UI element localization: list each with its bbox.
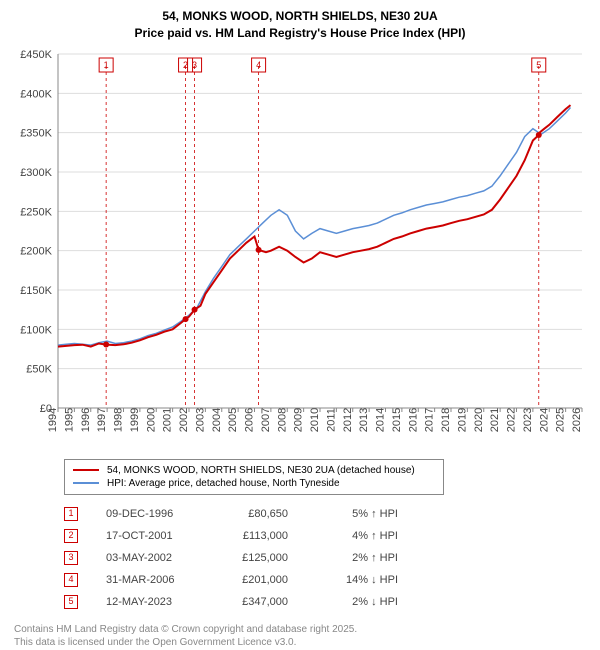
sales-price: £347,000 <box>226 596 288 608</box>
sales-pct: 2% ↑ HPI <box>316 552 398 564</box>
svg-text:2009: 2009 <box>293 407 305 431</box>
sales-price: £125,000 <box>226 552 288 564</box>
svg-text:2012: 2012 <box>342 407 354 431</box>
legend: 54, MONKS WOOD, NORTH SHIELDS, NE30 2UA … <box>64 459 444 495</box>
footer-line1: Contains HM Land Registry data © Crown c… <box>14 623 590 636</box>
sales-table: 1 09-DEC-1996 £80,650 5% ↑ HPI 2 17-OCT-2001 £… <box>64 503 590 613</box>
sales-row: 5 12-MAY-2023 £347,000 2% ↓ HPI <box>64 591 590 613</box>
sales-date: 31-MAR-2006 <box>106 574 198 586</box>
svg-text:£200K: £200K <box>20 245 52 257</box>
svg-text:2010: 2010 <box>309 407 321 431</box>
sales-price: £113,000 <box>226 530 288 542</box>
svg-text:£350K: £350K <box>20 127 52 139</box>
svg-text:£400K: £400K <box>20 88 52 100</box>
sales-pct: 4% ↑ HPI <box>316 530 398 542</box>
svg-text:£150K: £150K <box>20 285 52 297</box>
sales-marker: 5 <box>64 595 78 609</box>
svg-text:2011: 2011 <box>325 408 337 432</box>
svg-text:2008: 2008 <box>276 407 288 431</box>
svg-text:1: 1 <box>104 60 109 70</box>
svg-text:1996: 1996 <box>80 407 92 431</box>
svg-text:1999: 1999 <box>129 407 141 431</box>
svg-text:2002: 2002 <box>178 407 190 431</box>
sales-date: 03-MAY-2002 <box>106 552 198 564</box>
svg-text:2006: 2006 <box>244 407 256 431</box>
sales-marker: 1 <box>64 507 78 521</box>
sales-date: 17-OCT-2001 <box>106 530 198 542</box>
svg-text:2016: 2016 <box>407 407 419 431</box>
svg-text:2003: 2003 <box>194 407 206 431</box>
svg-text:2022: 2022 <box>506 407 518 431</box>
footer-line2: This data is licensed under the Open Gov… <box>14 636 590 649</box>
sales-row: 3 03-MAY-2002 £125,000 2% ↑ HPI <box>64 547 590 569</box>
svg-text:2018: 2018 <box>440 407 452 431</box>
legend-label-red: 54, MONKS WOOD, NORTH SHIELDS, NE30 2UA … <box>107 465 415 476</box>
svg-text:2001: 2001 <box>162 407 174 431</box>
svg-text:2000: 2000 <box>145 407 157 431</box>
svg-text:2024: 2024 <box>538 407 550 431</box>
legend-row-red: 54, MONKS WOOD, NORTH SHIELDS, NE30 2UA … <box>73 464 435 477</box>
svg-text:4: 4 <box>256 60 261 70</box>
title-block: 54, MONKS WOOD, NORTH SHIELDS, NE30 2UA … <box>10 8 590 42</box>
sales-row: 4 31-MAR-2006 £201,000 14% ↓ HPI <box>64 569 590 591</box>
svg-text:2013: 2013 <box>358 407 370 431</box>
svg-text:£100K: £100K <box>20 324 52 336</box>
svg-text:£450K: £450K <box>20 49 52 61</box>
svg-text:1994: 1994 <box>47 407 59 431</box>
sales-date: 12-MAY-2023 <box>106 596 198 608</box>
sales-row: 1 09-DEC-1996 £80,650 5% ↑ HPI <box>64 503 590 525</box>
svg-text:£250K: £250K <box>20 206 52 218</box>
svg-text:2025: 2025 <box>555 407 567 431</box>
sales-price: £80,650 <box>226 508 288 520</box>
sales-date: 09-DEC-1996 <box>106 508 198 520</box>
sales-marker: 4 <box>64 573 78 587</box>
svg-text:2020: 2020 <box>473 407 485 431</box>
legend-swatch-blue <box>73 482 99 484</box>
svg-text:2014: 2014 <box>375 407 387 431</box>
svg-text:£50K: £50K <box>26 363 52 375</box>
chart-container: 54, MONKS WOOD, NORTH SHIELDS, NE30 2UA … <box>10 8 590 642</box>
svg-text:1998: 1998 <box>113 407 125 431</box>
svg-text:5: 5 <box>536 60 541 70</box>
sales-row: 2 17-OCT-2001 £113,000 4% ↑ HPI <box>64 525 590 547</box>
svg-text:2023: 2023 <box>522 407 534 431</box>
svg-text:2017: 2017 <box>424 407 436 431</box>
svg-text:2007: 2007 <box>260 407 272 431</box>
sales-pct: 14% ↓ HPI <box>316 574 398 586</box>
title-line2: Price paid vs. HM Land Registry's House … <box>10 25 590 42</box>
svg-text:2004: 2004 <box>211 407 223 431</box>
sales-pct: 5% ↑ HPI <box>316 508 398 520</box>
title-line1: 54, MONKS WOOD, NORTH SHIELDS, NE30 2UA <box>10 8 590 25</box>
svg-text:2026: 2026 <box>571 407 583 431</box>
svg-text:1995: 1995 <box>63 407 75 431</box>
sales-marker: 2 <box>64 529 78 543</box>
svg-text:2019: 2019 <box>456 407 468 431</box>
svg-text:2005: 2005 <box>227 407 239 431</box>
chart-svg: £0£50K£100K£150K£200K£250K£300K£350K£400… <box>10 48 590 453</box>
sales-price: £201,000 <box>226 574 288 586</box>
legend-row-blue: HPI: Average price, detached house, Nort… <box>73 477 435 490</box>
legend-swatch-red <box>73 469 99 471</box>
svg-text:£300K: £300K <box>20 167 52 179</box>
legend-label-blue: HPI: Average price, detached house, Nort… <box>107 478 340 489</box>
svg-text:1997: 1997 <box>96 407 108 431</box>
chart-area: £0£50K£100K£150K£200K£250K£300K£350K£400… <box>10 48 590 453</box>
sales-marker: 3 <box>64 551 78 565</box>
svg-text:2015: 2015 <box>391 407 403 431</box>
svg-text:2021: 2021 <box>489 407 501 431</box>
svg-text:3: 3 <box>192 60 197 70</box>
footer: Contains HM Land Registry data © Crown c… <box>14 623 590 649</box>
sales-pct: 2% ↓ HPI <box>316 596 398 608</box>
